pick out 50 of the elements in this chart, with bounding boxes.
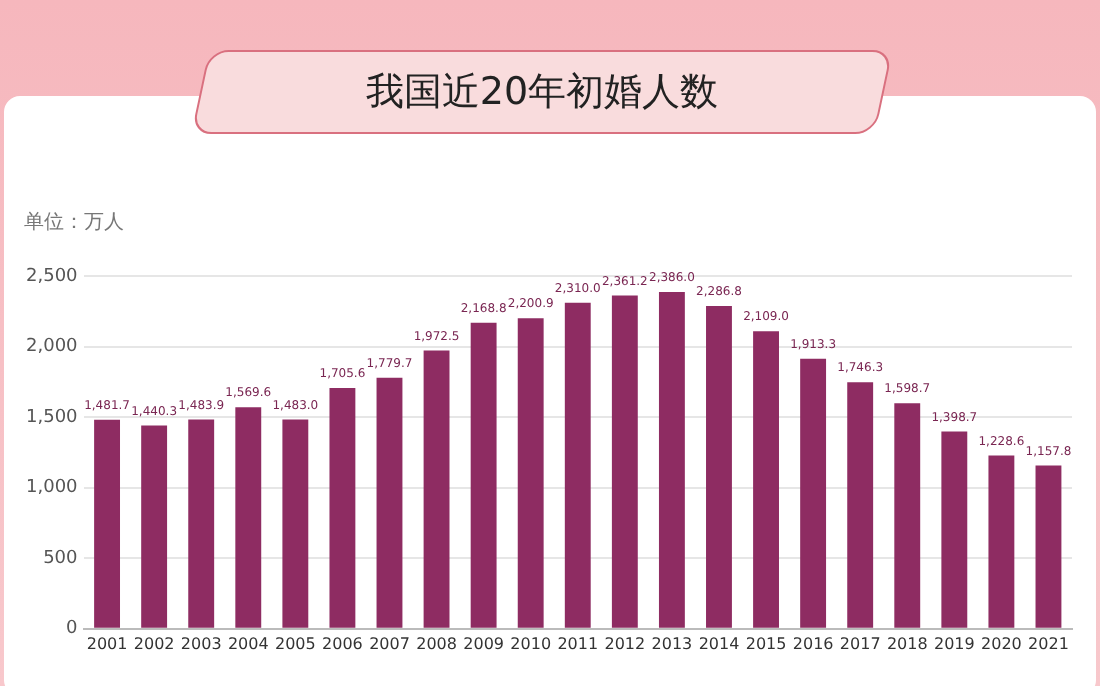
bar [894,403,921,628]
bar [329,388,356,628]
x-tick-label: 2005 [274,634,316,653]
x-tick-label: 2017 [839,634,881,653]
x-tick-label: 2009 [463,634,504,653]
bar [235,407,262,628]
chart-title: 我国近20年初婚人数 [363,68,721,118]
bar [564,302,591,628]
bar [376,377,403,628]
bar [470,322,497,628]
x-tick-label: 2008 [416,634,457,653]
y-tick-label: 2,500 [26,266,79,287]
y-axis-title: 单位：万人 [24,209,124,236]
x-tick-label: 2014 [698,634,740,653]
bar [517,318,544,628]
x-tick-label: 2002 [133,634,175,653]
x-tick-label: 2015 [745,634,787,653]
bar [423,350,450,628]
y-tick-label: 1,500 [26,407,79,428]
x-tick-label: 2006 [322,634,363,653]
y-tick-label: 500 [43,548,79,569]
x-tick-label: 2018 [886,634,928,653]
x-tick-label: 2013 [651,634,693,653]
y-tick-label: 1,000 [26,478,79,499]
x-tick-label: 2007 [369,634,410,653]
bar [1035,465,1062,628]
x-tick-label: 2016 [792,634,834,653]
x-tick-label: 2001 [86,634,128,653]
bar [706,306,732,628]
x-tick-label: 2011 [557,634,599,653]
x-tick-label: 2021 [1028,634,1069,653]
bar [800,358,827,628]
bar [141,425,168,628]
bar [847,382,874,628]
bar [753,331,779,628]
y-tick-label: 0 [66,619,79,640]
bar [988,455,1015,628]
bar [188,419,215,628]
x-tick-label: 2012 [604,634,646,653]
bar [282,419,309,628]
x-tick-label: 2010 [510,634,552,653]
x-tick-label: 2019 [933,634,975,653]
bar [94,419,121,628]
x-tick-label: 2003 [180,634,222,653]
x-tick-label: 2004 [227,634,269,653]
x-tick-label: 2020 [981,634,1022,653]
bar [658,292,685,628]
bar [941,431,968,628]
y-tick-label: 2,000 [26,337,79,358]
bar [611,295,638,628]
